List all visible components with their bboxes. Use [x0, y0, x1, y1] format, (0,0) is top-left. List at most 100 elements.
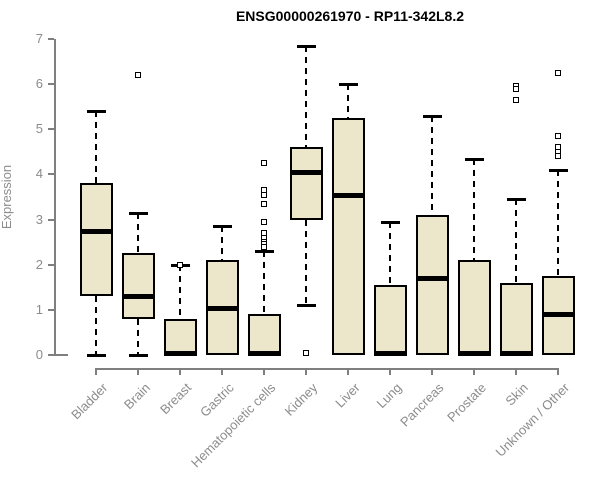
median-line — [289, 170, 323, 176]
upper-whisker-cap — [422, 114, 442, 118]
y-axis-corner — [54, 354, 68, 356]
median-line — [163, 350, 197, 356]
iqr-box — [331, 117, 365, 355]
x-tick — [557, 368, 559, 375]
x-category-label: Skin — [502, 380, 531, 409]
upper-whisker — [305, 45, 307, 148]
y-tick-label: 2 — [35, 256, 43, 272]
x-category-label: Unknown / Other — [493, 380, 573, 460]
x-category-label: Liver — [332, 380, 363, 411]
x-category-label: Brain — [120, 380, 153, 413]
iqr-box — [79, 183, 113, 297]
x-tick — [347, 368, 349, 375]
y-tick — [48, 128, 54, 131]
median-line — [499, 350, 533, 356]
x-tick — [95, 368, 97, 375]
upper-whisker — [389, 221, 391, 286]
x-category-label: Pancreas — [397, 380, 447, 430]
median-line — [121, 294, 155, 300]
iqr-box — [499, 282, 533, 355]
y-tick — [48, 37, 54, 40]
upper-whisker — [95, 111, 97, 184]
x-category-label: Breast — [157, 380, 195, 418]
upper-whisker-cap — [506, 198, 526, 202]
y-tick — [48, 308, 54, 311]
y-tick — [48, 354, 54, 356]
x-category-label: Kidney — [281, 380, 321, 419]
upper-whisker — [473, 158, 475, 261]
y-tick — [48, 173, 54, 176]
median-line — [373, 350, 407, 356]
upper-whisker-cap — [254, 250, 274, 254]
x-tick — [221, 368, 223, 375]
iqr-box — [457, 260, 491, 355]
y-tick-label: 6 — [35, 76, 43, 92]
lower-whisker — [95, 296, 97, 355]
iqr-box — [415, 215, 449, 355]
outlier-point — [555, 69, 561, 76]
upper-whisker — [263, 251, 265, 315]
upper-whisker-cap — [548, 168, 568, 172]
x-tick — [473, 368, 475, 375]
y-tick-label: 5 — [35, 121, 43, 137]
x-tick — [515, 368, 517, 375]
upper-whisker — [347, 84, 349, 118]
median-line — [247, 350, 281, 356]
lower-whisker — [137, 318, 139, 355]
upper-whisker — [515, 199, 517, 283]
iqr-box — [247, 314, 281, 355]
outlier-point — [261, 218, 267, 225]
iqr-box — [163, 318, 197, 355]
lower-whisker-cap — [128, 354, 148, 357]
median-line — [331, 192, 365, 198]
x-tick — [431, 368, 433, 375]
y-tick-label: 7 — [35, 30, 43, 46]
y-axis-line — [54, 39, 56, 356]
upper-whisker-cap — [464, 157, 484, 161]
upper-whisker-cap — [296, 44, 316, 48]
x-category-label: Lung — [373, 380, 405, 412]
upper-whisker-cap — [86, 110, 106, 114]
median-line — [205, 305, 239, 311]
outlier-point — [261, 191, 267, 198]
y-tick — [48, 218, 54, 221]
outlier-point — [177, 261, 183, 268]
iqr-box — [289, 147, 323, 220]
lower-whisker-cap — [86, 354, 106, 357]
x-tick — [389, 368, 391, 375]
x-axis-line — [96, 368, 558, 370]
y-tick-label: 0 — [35, 347, 43, 362]
upper-whisker-cap — [380, 220, 400, 224]
upper-whisker — [221, 226, 223, 261]
y-tick-label: 1 — [35, 301, 43, 317]
outlier-point — [513, 85, 519, 92]
median-line — [457, 350, 491, 356]
chart-title: ENSG00000261970 - RP11-342L8.2 — [235, 8, 465, 24]
x-category-label: Bladder — [68, 380, 111, 423]
x-tick — [179, 368, 181, 375]
x-category-label: Prostate — [443, 380, 489, 425]
upper-whisker-cap — [338, 83, 358, 87]
outlier-point — [261, 243, 267, 250]
outlier-point — [261, 160, 267, 167]
upper-whisker — [179, 264, 181, 319]
upper-whisker — [137, 212, 139, 254]
outlier-point — [513, 96, 519, 103]
iqr-box — [373, 285, 407, 355]
upper-whisker — [431, 115, 433, 216]
median-line — [415, 276, 449, 282]
iqr-box — [121, 253, 155, 319]
outlier-point — [261, 200, 267, 207]
y-tick — [48, 263, 54, 266]
x-category-label: Gastric — [196, 380, 237, 420]
outlier-point — [555, 133, 561, 140]
median-line — [79, 228, 113, 234]
y-tick-label: 4 — [35, 166, 43, 182]
y-tick — [48, 83, 54, 86]
upper-whisker-cap — [128, 211, 148, 215]
x-tick — [305, 368, 307, 375]
y-tick-label: 3 — [35, 211, 43, 227]
x-tick — [263, 368, 265, 375]
